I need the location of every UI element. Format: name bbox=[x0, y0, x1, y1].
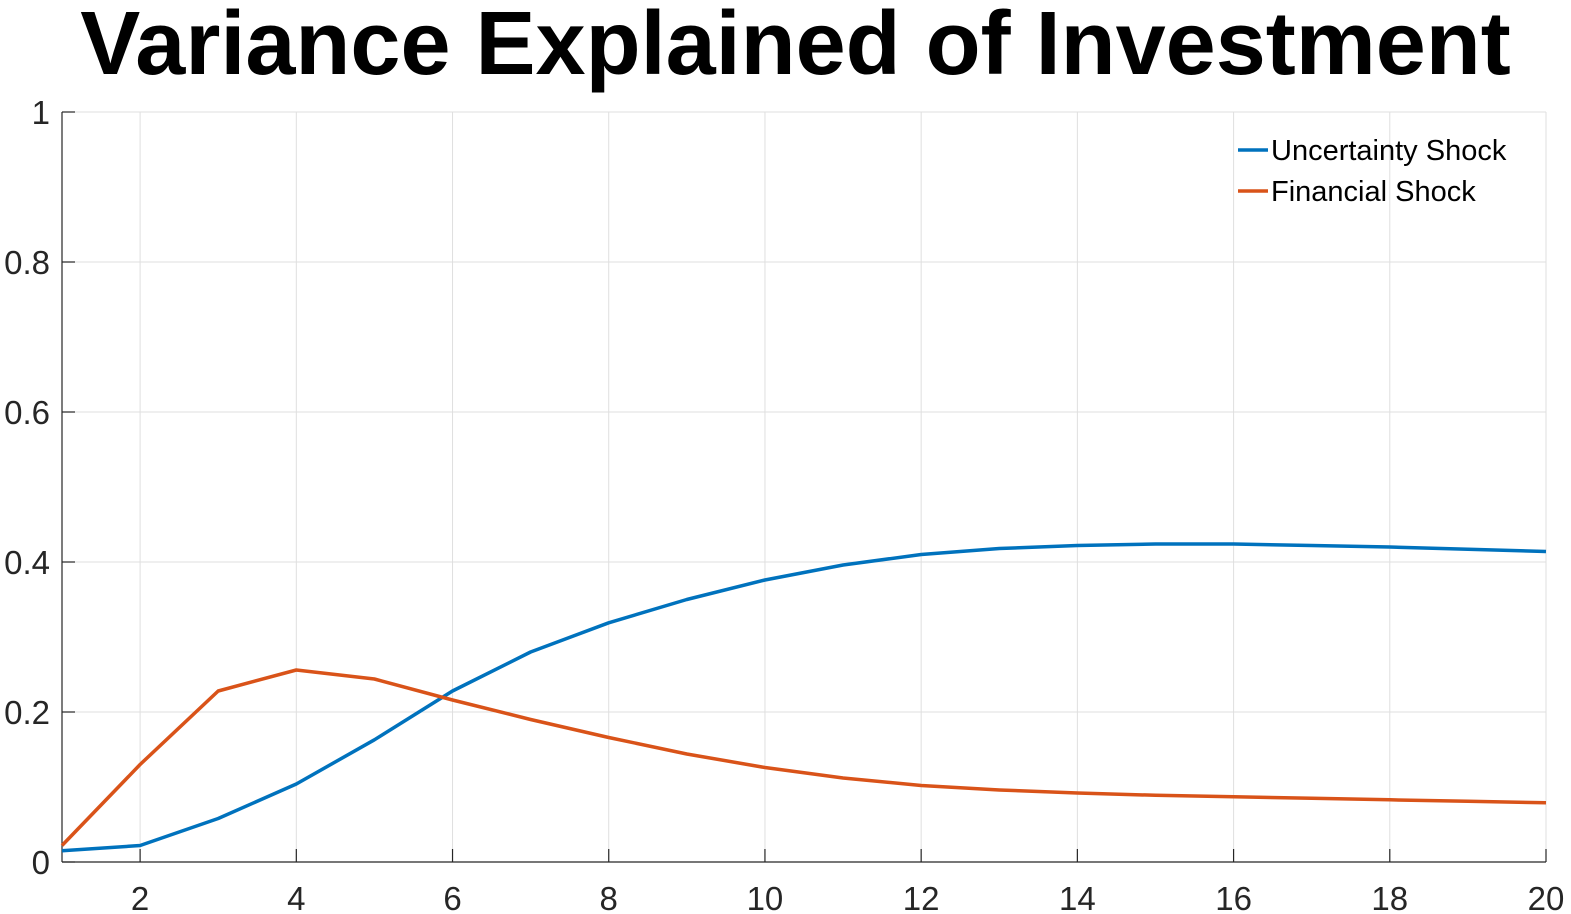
x-tick-label: 16 bbox=[1215, 880, 1252, 914]
x-tick-label: 4 bbox=[287, 880, 305, 914]
x-tick-label: 18 bbox=[1371, 880, 1408, 914]
series-line-uncertainty-shock bbox=[61, 542, 1547, 853]
x-tick-label: 10 bbox=[747, 880, 784, 914]
x-tick-label: 2 bbox=[131, 880, 149, 914]
axes: 2 4 6 8 10 12 14 16 18 20 0 0.2 0.4 0.6 0.8 1 bbox=[4, 94, 1564, 914]
y-tick-label: 0.4 bbox=[4, 544, 50, 581]
x-tick-label: 14 bbox=[1059, 880, 1096, 914]
y-tick-label: 1 bbox=[32, 94, 50, 131]
series-line-financial-shock bbox=[60, 668, 1547, 847]
grid bbox=[62, 111, 1547, 863]
legend: Uncertainty Shock Financial Shock bbox=[1238, 135, 1507, 208]
y-tick-label: 0.8 bbox=[4, 244, 50, 281]
legend-entry: Financial Shock bbox=[1238, 176, 1476, 208]
legend-label: Financial Shock bbox=[1271, 176, 1476, 208]
x-tick-label: 20 bbox=[1528, 880, 1565, 914]
x-tick-label: 6 bbox=[443, 880, 461, 914]
x-tick-label: 12 bbox=[903, 880, 940, 914]
legend-entry: Uncertainty Shock bbox=[1238, 135, 1507, 167]
series-lines bbox=[60, 542, 1547, 853]
chart-title: Variance Explained of Investment bbox=[80, 0, 1511, 94]
x-tick-label: 8 bbox=[600, 880, 618, 914]
legend-label: Uncertainty Shock bbox=[1271, 135, 1507, 167]
y-tick-label: 0.6 bbox=[4, 394, 50, 431]
y-tick-label: 0.2 bbox=[4, 694, 50, 731]
y-tick-label: 0 bbox=[32, 844, 50, 881]
